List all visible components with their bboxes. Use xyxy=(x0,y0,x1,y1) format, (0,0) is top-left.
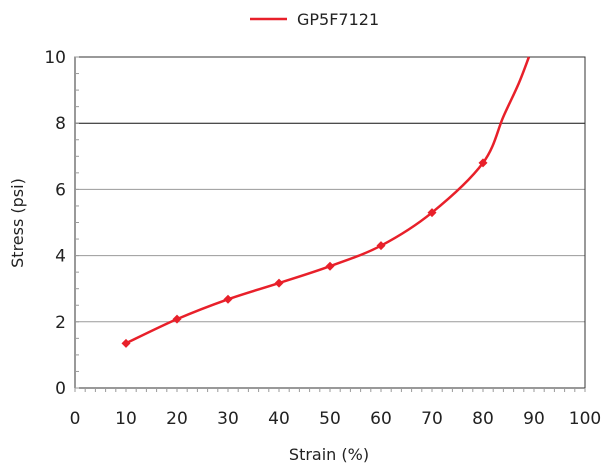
y-tick-label-4: 4 xyxy=(55,247,66,267)
data-point-marker xyxy=(223,294,233,304)
y-axis-tick-labels: 0 2 4 6 8 10 xyxy=(44,48,66,399)
data-point-marker xyxy=(478,158,488,168)
minor-ticks xyxy=(74,56,586,392)
x-tick-label-60: 60 xyxy=(370,409,392,429)
x-tick-label-10: 10 xyxy=(115,409,137,429)
y-tick-label-6: 6 xyxy=(55,180,66,200)
data-point-marker xyxy=(325,261,335,271)
x-tick-label-70: 70 xyxy=(421,409,443,429)
x-tick-label-80: 80 xyxy=(472,409,494,429)
data-point-marker xyxy=(427,208,437,218)
data-point-marker xyxy=(376,241,386,251)
x-axis-tick-labels: 0 10 20 30 40 50 60 70 80 90 100 xyxy=(70,409,602,429)
series-layer xyxy=(121,56,531,348)
y-axis-label: Stress (psi) xyxy=(8,178,27,268)
gridlines xyxy=(75,122,585,323)
legend: GP5F7121 xyxy=(250,10,379,29)
x-tick-label-0: 0 xyxy=(70,409,81,429)
x-tick-label-50: 50 xyxy=(319,409,341,429)
x-tick-label-20: 20 xyxy=(166,409,188,429)
x-tick-label-100: 100 xyxy=(569,409,601,429)
x-tick-label-30: 30 xyxy=(217,409,239,429)
x-tick-label-90: 90 xyxy=(523,409,545,429)
series-line-0 xyxy=(125,56,531,345)
data-point-marker xyxy=(172,314,182,324)
y-tick-label-8: 8 xyxy=(55,114,66,134)
x-axis-label: Strain (%) xyxy=(289,445,369,464)
legend-label-gp5f7121: GP5F7121 xyxy=(297,10,379,29)
data-point-marker xyxy=(121,338,131,348)
y-tick-label-2: 2 xyxy=(55,313,66,333)
x-tick-label-40: 40 xyxy=(268,409,290,429)
y-tick-label-10: 10 xyxy=(44,48,66,68)
data-point-marker xyxy=(274,278,284,288)
y-tick-label-0: 0 xyxy=(55,379,66,399)
